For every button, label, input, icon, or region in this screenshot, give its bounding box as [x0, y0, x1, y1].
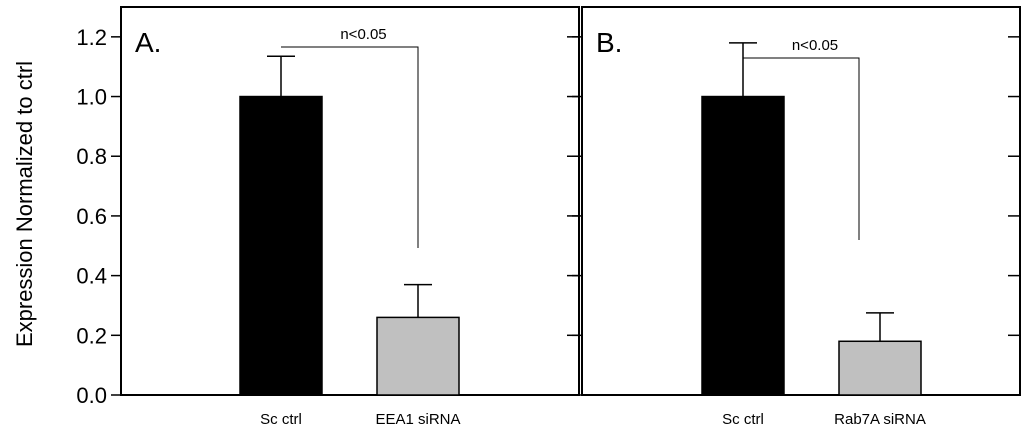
bar — [376, 316, 460, 396]
category-label: EEA1 siRNA — [375, 411, 460, 428]
plot-frame — [120, 6, 580, 396]
y-tick-label: 1.0 — [76, 85, 107, 110]
category-label: Sc ctrl — [260, 411, 302, 428]
y-axis-title: Expression Normalized to ctrl — [12, 61, 37, 347]
significance-label: n<0.05 — [340, 26, 386, 43]
panel-label: A. — [135, 27, 161, 58]
plot-frame — [581, 6, 1021, 396]
bar — [701, 95, 785, 396]
bar — [239, 95, 323, 396]
panel-label: B. — [596, 27, 622, 58]
significance-bracket — [281, 46, 419, 248]
chart-panel-a: A. 0.0 0.2 0.4 0.6 0.8 1.0 1.2 Sc ctrl EEA1 siRNA… — [76, 6, 580, 428]
y-tick-label: 0.4 — [76, 264, 107, 289]
y-tick-label: 0.0 — [76, 383, 107, 408]
category-label: Sc ctrl — [722, 411, 764, 428]
bar — [838, 340, 922, 396]
category-label: Rab7A siRNA — [834, 411, 926, 428]
y-tick-label: 0.2 — [76, 323, 107, 348]
y-tick-label: 0.6 — [76, 204, 107, 229]
significance-label: n<0.05 — [792, 37, 838, 54]
chart-panel-b: B. Sc ctrl Rab7A siRNA n<0.05 — [572, 6, 1021, 428]
y-tick-label: 1.2 — [76, 25, 107, 50]
y-tick-label: 0.8 — [76, 144, 107, 169]
significance-bracket — [743, 57, 860, 240]
